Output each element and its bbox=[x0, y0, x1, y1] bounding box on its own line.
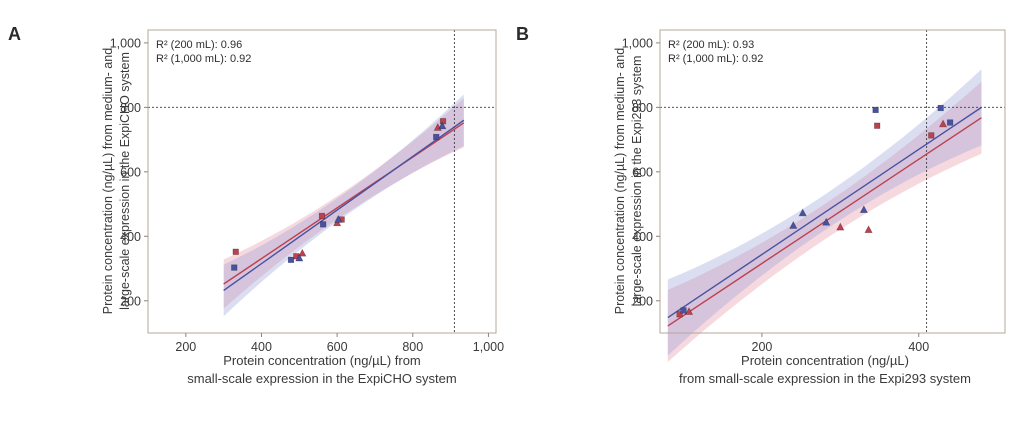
data-point bbox=[676, 311, 683, 318]
data-point bbox=[928, 132, 935, 139]
panel-a-r2-line2: R² (1,000 mL): 0.92 bbox=[156, 53, 252, 65]
data-point bbox=[947, 119, 954, 126]
y-tick-label: 400 bbox=[120, 230, 141, 244]
y-tick-label: 800 bbox=[632, 101, 653, 115]
panel-a-x-axis-title: Protein concentration (ng/µL) from small… bbox=[138, 352, 506, 387]
y-tick-label: 600 bbox=[632, 165, 653, 179]
data-point bbox=[318, 212, 326, 220]
data-point bbox=[680, 307, 687, 314]
x-tick-label: 600 bbox=[327, 340, 348, 354]
data-point bbox=[874, 122, 881, 129]
panel-a-label: A bbox=[8, 24, 21, 44]
data-point bbox=[320, 221, 327, 228]
data-point bbox=[864, 225, 873, 233]
plot-border bbox=[659, 29, 1006, 334]
y-tick-label: 800 bbox=[120, 101, 141, 115]
panel-b-r2-annotation: R² (200 mL): 0.93 R² (1,000 mL): 0.92 bbox=[668, 38, 763, 66]
data-point bbox=[334, 214, 343, 223]
panel-b-r2-line2: R² (1,000 mL): 0.92 bbox=[668, 53, 764, 65]
y-tick-label: 400 bbox=[632, 230, 653, 244]
panel-b-x-axis-title-line2: from small-scale expression in the Expi2… bbox=[679, 370, 971, 386]
data-point bbox=[859, 205, 868, 213]
x-tick-label: 1,000 bbox=[473, 340, 504, 354]
panel-a-x-axis-title-line2: small-scale expression in the ExpiCHO sy… bbox=[187, 370, 457, 386]
data-point bbox=[836, 222, 845, 231]
fit-line-1000mL bbox=[223, 119, 465, 292]
data-point bbox=[684, 307, 694, 315]
data-point bbox=[938, 119, 948, 128]
data-point bbox=[937, 104, 944, 112]
data-point bbox=[789, 221, 798, 229]
data-point bbox=[333, 218, 342, 227]
data-point bbox=[438, 121, 447, 130]
data-point bbox=[433, 133, 440, 141]
data-point bbox=[872, 106, 879, 114]
x-tick-label: 400 bbox=[251, 340, 272, 354]
panel-b-x-axis-title: Protein concentration (ng/µL) from small… bbox=[630, 352, 1020, 387]
panel-a-r2-line1: R² (200 mL): 0.96 bbox=[156, 39, 243, 51]
panel-b-r2-line1: R² (200 mL): 0.93 bbox=[668, 39, 755, 51]
panel-a-r2-annotation: R² (200 mL): 0.96 R² (1,000 mL): 0.92 bbox=[156, 38, 251, 66]
plot-border bbox=[147, 29, 497, 334]
fit-line-1000mL bbox=[667, 106, 982, 319]
y-tick-label: 200 bbox=[632, 294, 653, 308]
panel-a-plot: 200 400 600 800 1,000 200 400 600 800 1,000 bbox=[110, 29, 504, 354]
data-point bbox=[231, 264, 238, 271]
data-point bbox=[295, 253, 304, 262]
fit-line-200mL bbox=[223, 122, 465, 285]
panel-b-x-axis-title-line1: Protein concentration (ng/µL) bbox=[741, 353, 909, 368]
y-tick-label: 200 bbox=[120, 294, 141, 308]
y-tick-label: 1,000 bbox=[622, 36, 653, 50]
panel-a-x-axis-title-line1: Protein concentration (ng/µL) from bbox=[223, 353, 421, 368]
y-tick-label: 1,000 bbox=[110, 36, 141, 50]
x-tick-label: 800 bbox=[402, 340, 423, 354]
panel-b-label: B bbox=[516, 24, 529, 44]
x-tick-label: 400 bbox=[908, 340, 929, 354]
data-point bbox=[798, 208, 807, 217]
data-point bbox=[298, 248, 307, 257]
x-tick-label: 200 bbox=[752, 340, 773, 354]
panel-b-plot: 200 400 200 400 600 800 1,000 bbox=[622, 29, 1006, 362]
x-tick-label: 200 bbox=[175, 340, 196, 354]
data-point bbox=[822, 217, 831, 226]
data-point bbox=[287, 256, 295, 263]
y-tick-label: 600 bbox=[120, 165, 141, 179]
data-point bbox=[232, 248, 239, 255]
